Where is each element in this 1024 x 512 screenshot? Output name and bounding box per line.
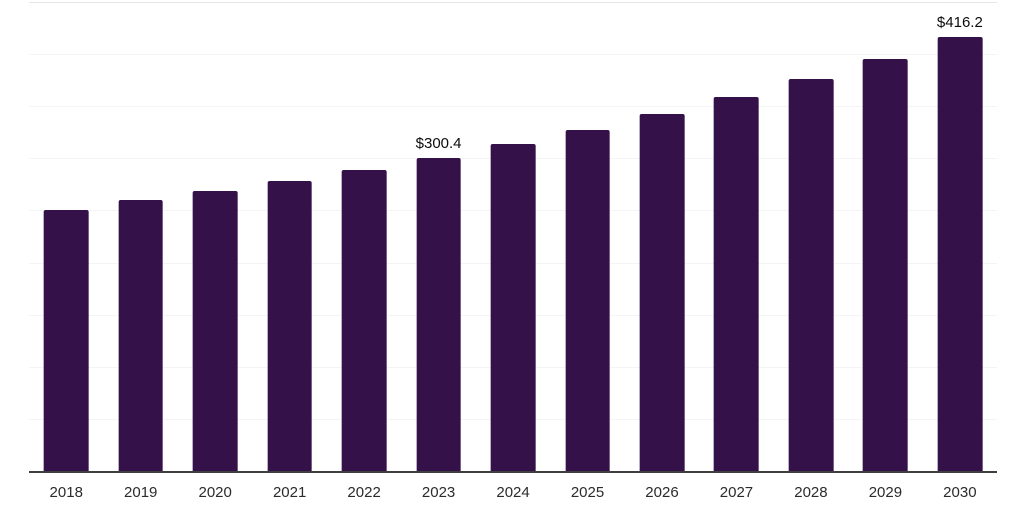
bar-2025 xyxy=(565,129,610,471)
band-2024 xyxy=(476,2,550,471)
x-axis-label-2020: 2020 xyxy=(198,484,232,501)
gridline-350 xyxy=(29,106,997,108)
band-2030: $416.2 xyxy=(923,2,997,471)
x-axis-label-2030: 2030 xyxy=(943,484,977,501)
x-axis-line xyxy=(29,471,997,473)
bar-2022 xyxy=(341,169,387,471)
plot-area: $300.4 $416.2 xyxy=(29,2,997,473)
bar-2027 xyxy=(714,96,759,471)
band-2021 xyxy=(252,2,326,471)
band-2022 xyxy=(327,2,401,471)
x-axis-label-2026: 2026 xyxy=(645,484,679,501)
bar-2021 xyxy=(267,180,312,471)
x-axis-label-2029: 2029 xyxy=(868,484,903,501)
bar-2030 xyxy=(937,37,983,471)
bar-2020 xyxy=(192,190,238,471)
x-axis-label-2023: 2023 xyxy=(421,484,456,501)
band-2018 xyxy=(29,2,103,471)
bar-2026 xyxy=(639,113,685,471)
bar-2018 xyxy=(43,209,89,471)
band-2023: $300.4 xyxy=(401,2,475,471)
bar-2028 xyxy=(788,78,834,471)
x-axis-label-2018: 2018 xyxy=(49,484,83,501)
bar-2024 xyxy=(490,143,536,471)
band-2029 xyxy=(848,2,922,471)
bars: $300.4 $416.2 xyxy=(29,2,997,471)
band-2020 xyxy=(178,2,252,471)
band-2027 xyxy=(699,2,773,471)
data-label-2030: $416.2 xyxy=(936,14,983,32)
bar-2019 xyxy=(118,200,164,471)
band-2028 xyxy=(774,2,848,471)
bar-2023 xyxy=(416,157,461,471)
gridline-400 xyxy=(29,54,997,56)
x-axis-label-2019: 2019 xyxy=(124,484,158,501)
bar-2029 xyxy=(863,59,908,471)
band-2019 xyxy=(103,2,177,471)
x-axis-label-2022: 2022 xyxy=(347,484,381,501)
x-axis-label-2024: 2024 xyxy=(496,484,530,501)
x-axis-label-2027: 2027 xyxy=(719,484,754,501)
gridline-450 xyxy=(29,2,997,3)
band-2026 xyxy=(625,2,699,471)
x-axis-label-2025: 2025 xyxy=(570,484,605,501)
data-label-2023: $300.4 xyxy=(415,134,462,152)
x-axis-labels: 2018 2019 2020 2021 2022 2023 2024 2025 2026 2027… xyxy=(29,483,997,503)
band-2025 xyxy=(550,2,624,471)
x-axis-label-2028: 2028 xyxy=(794,484,828,501)
x-axis-label-2021: 2021 xyxy=(272,484,307,501)
